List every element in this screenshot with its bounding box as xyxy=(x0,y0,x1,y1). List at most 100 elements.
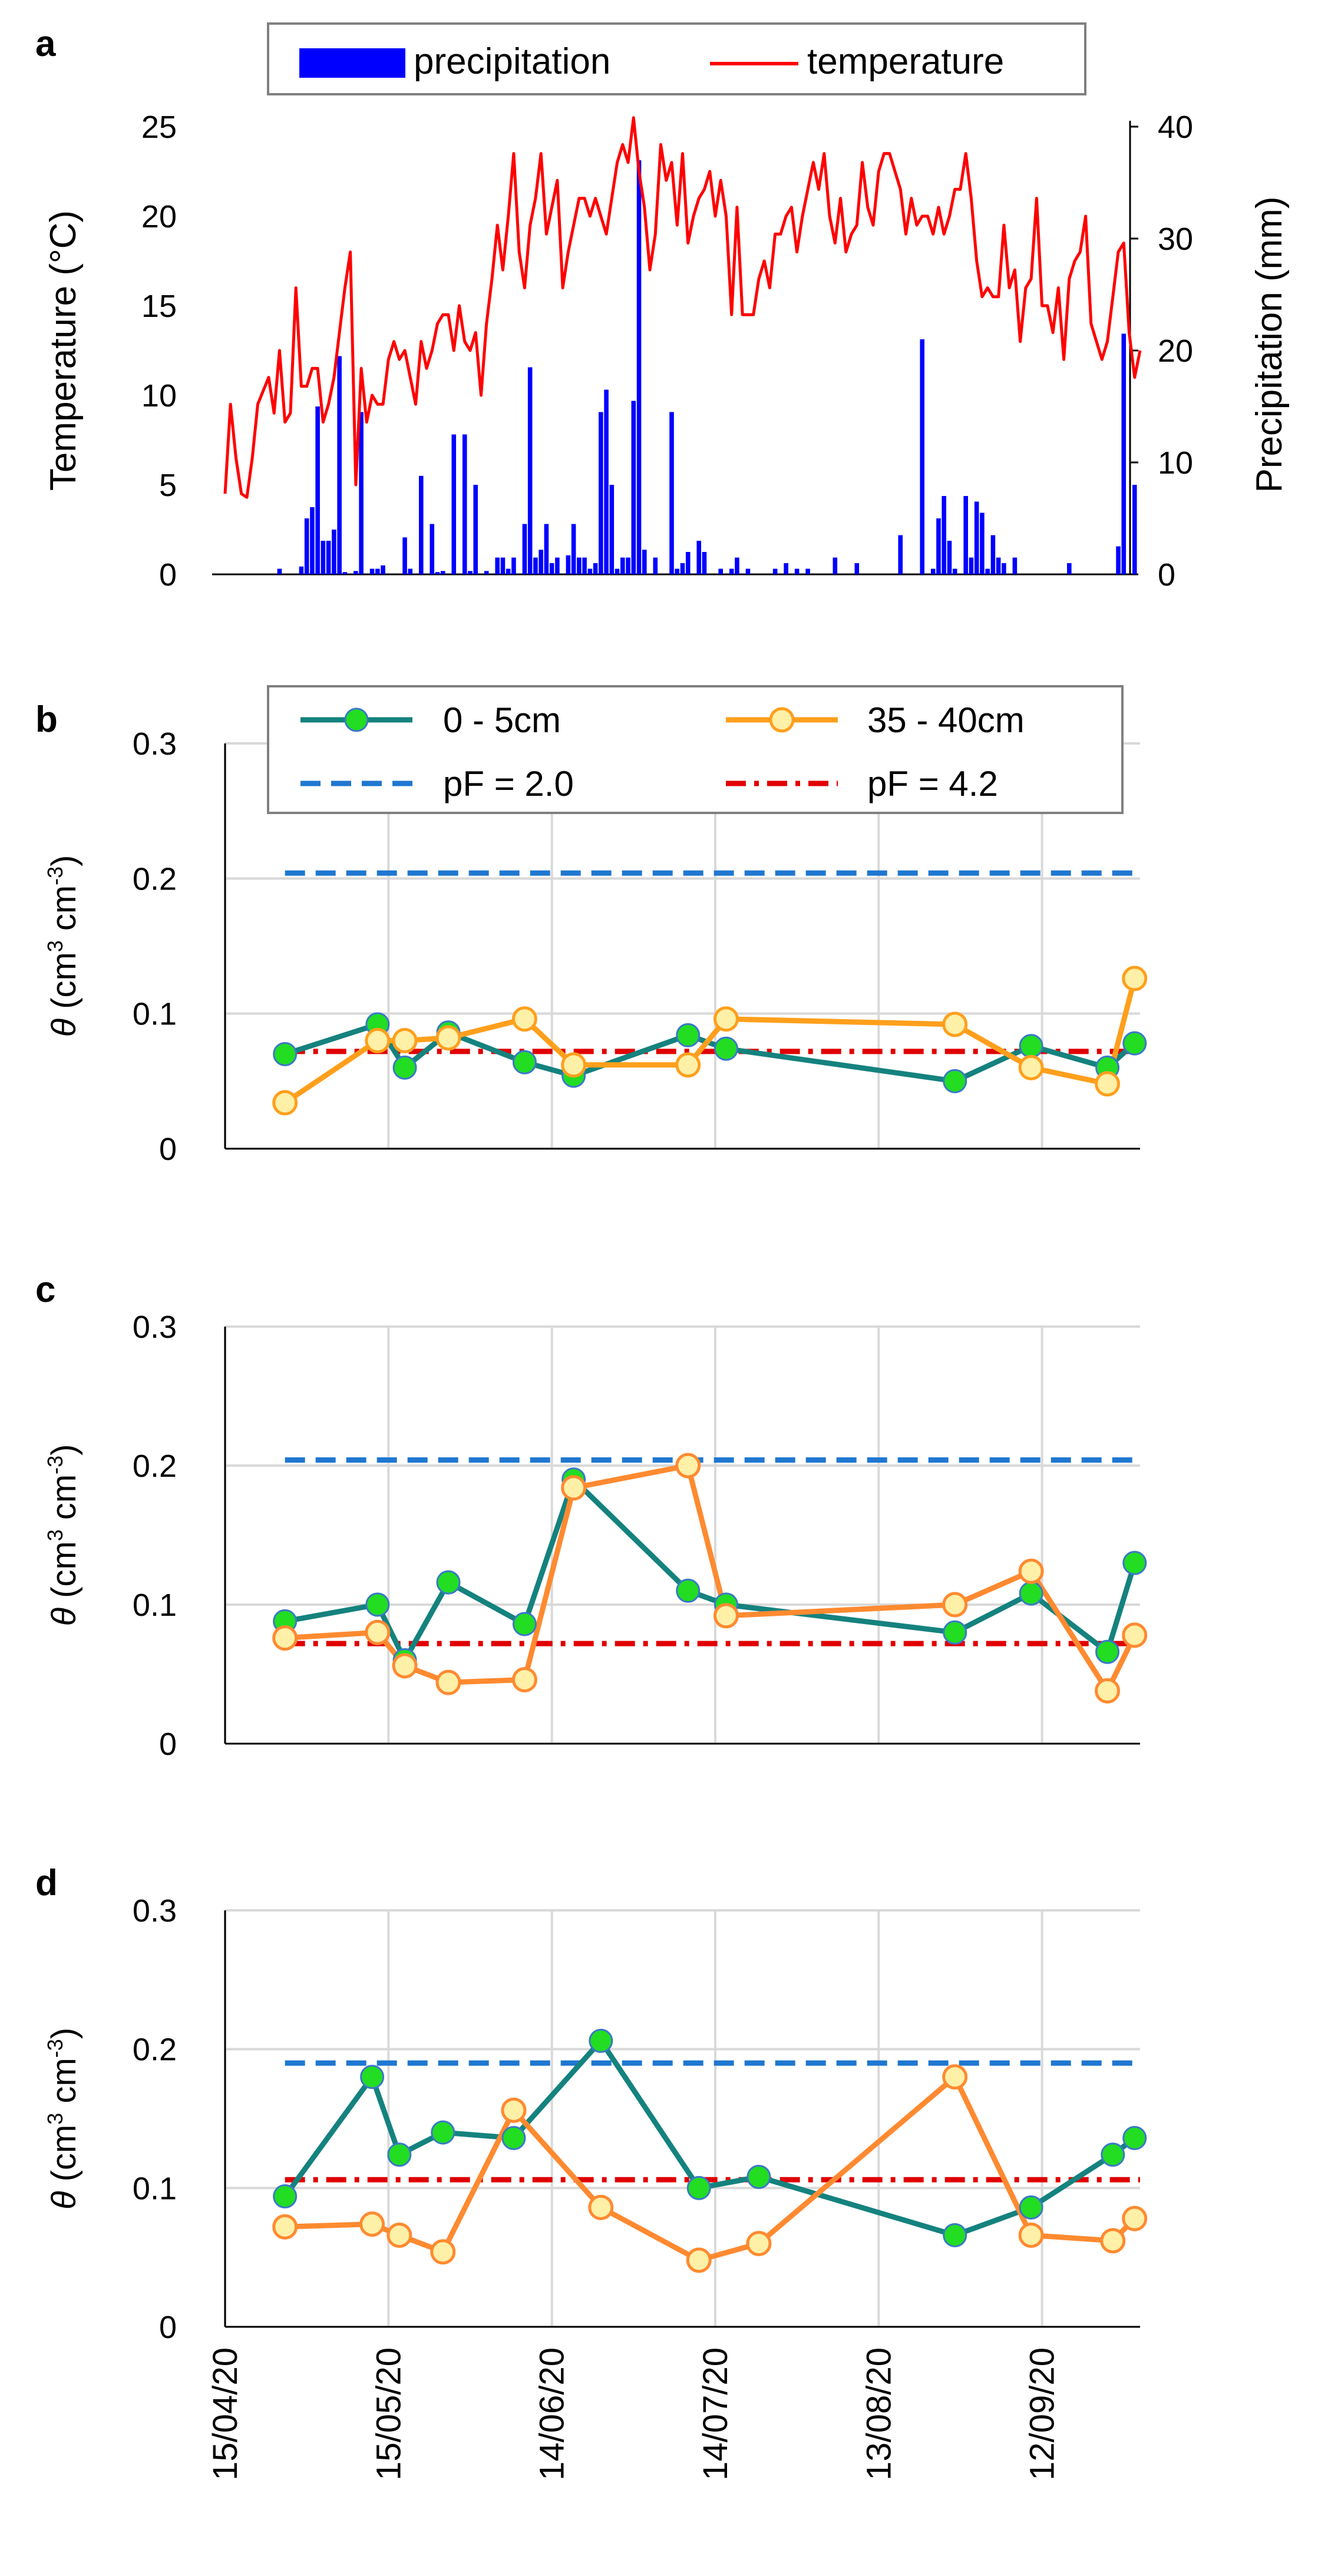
ylabel-sup: 3 xyxy=(43,2113,67,2125)
y-tick-left-0: 0 xyxy=(159,557,177,593)
marker-0-5cm xyxy=(431,2120,455,2145)
marker-35-40cm xyxy=(1018,1054,1044,1080)
precip-bar xyxy=(326,541,331,574)
y-tick-right-20: 20 xyxy=(1158,333,1193,369)
ylabel-part: (cm xyxy=(45,2125,83,2191)
precip-bar xyxy=(430,524,435,574)
x-axis-date-labels: 15/04/20 15/05/20 14/06/20 14/07/20 13/08/20… xyxy=(206,2347,1062,2481)
marker-0-5cm xyxy=(273,2184,298,2208)
marker-35-40cm xyxy=(942,1592,968,1618)
x-tick-label: 15/05/20 xyxy=(369,2347,408,2481)
precip-bar xyxy=(996,557,1001,574)
marker-0-5cm xyxy=(746,2164,771,2189)
precip-bar xyxy=(609,485,615,574)
y-tick-right-40: 40 xyxy=(1158,110,1193,145)
precip-bar xyxy=(593,563,598,574)
marker-35-40cm xyxy=(942,2064,968,2090)
marker-0-5cm xyxy=(943,1069,967,1093)
y-tick-left-5: 5 xyxy=(159,468,177,503)
marker-35-40cm xyxy=(746,2231,772,2257)
precip-bar xyxy=(369,568,375,574)
y-tick-b: 0.1 xyxy=(133,997,177,1032)
precip-bar xyxy=(304,518,309,574)
precip-bar xyxy=(784,563,788,574)
marker-35-40cm xyxy=(1122,965,1148,991)
precip-bar xyxy=(642,550,647,574)
precip-bar xyxy=(321,541,326,574)
marker-35-40cm xyxy=(272,2214,298,2240)
legend-box-a xyxy=(267,22,1086,95)
precip-bar xyxy=(544,524,549,574)
marker-0-5cm xyxy=(1122,1031,1147,1056)
precip-bar xyxy=(685,552,691,574)
x-tick-label: 14/07/20 xyxy=(696,2347,735,2481)
legend-label-pF2.0: pF = 2.0 xyxy=(443,764,574,803)
marker-35-40cm xyxy=(686,2247,712,2273)
ylabel-sup: -3 xyxy=(43,867,67,885)
precip-bar xyxy=(354,571,358,574)
precip-bar xyxy=(495,557,500,574)
y-tick-c: 0.2 xyxy=(133,1449,177,1484)
panel-b: b 0 0.1 0.2 0.3 θ (cm3 cm-3) 0 - 5cm 35 - 40cm p… xyxy=(35,685,1148,1167)
ylabel-part: ) xyxy=(45,855,83,866)
precip-bar xyxy=(539,550,543,574)
precip-bar xyxy=(615,568,620,574)
ylabel-sup: -3 xyxy=(43,1456,67,1474)
marker-35-40cm xyxy=(942,1011,968,1037)
ylabel-theta: θ xyxy=(45,1019,83,1037)
precip-bar xyxy=(277,568,282,574)
marker-0-5cm xyxy=(1101,2142,1125,2167)
precip-bar xyxy=(952,568,957,574)
panel-label-a: a xyxy=(35,24,56,64)
ylabel-theta: θ xyxy=(45,2191,83,2210)
y-tick-d: 0 xyxy=(159,2310,177,2345)
marker-35-40cm xyxy=(435,1669,461,1695)
marker-35-40cm xyxy=(1095,1678,1121,1704)
temperature-line xyxy=(223,116,1142,499)
ylabel-part: cm xyxy=(45,885,83,940)
precip-bar xyxy=(1132,485,1137,574)
marker-35-40cm xyxy=(713,1006,739,1032)
y-tick-c: 0 xyxy=(159,1727,177,1762)
precip-bar xyxy=(402,537,407,574)
precip-bar xyxy=(942,496,947,574)
precip-bar xyxy=(854,563,860,574)
marker-35-40cm xyxy=(272,1090,298,1116)
precip-bar xyxy=(473,485,478,574)
precip-bar xyxy=(599,412,603,574)
precip-bar xyxy=(980,512,985,574)
y-tick-b: 0 xyxy=(159,1132,177,1167)
marker-0-5cm xyxy=(1095,1639,1120,1664)
marker-35-40cm xyxy=(511,1006,537,1032)
x-tick-label: 13/08/20 xyxy=(860,2347,898,2481)
precip-bar xyxy=(566,555,571,574)
x-tick-label: 12/09/20 xyxy=(1023,2347,1062,2481)
precip-bar xyxy=(506,568,511,574)
legend-marker-35-40cm xyxy=(769,707,795,733)
marker-0-5cm xyxy=(1122,1550,1147,1575)
panel-label-c: c xyxy=(35,1269,55,1310)
marker-0-5cm xyxy=(365,1592,390,1617)
y-tick-b: 0.2 xyxy=(133,861,177,897)
marker-0-5cm xyxy=(589,2029,613,2053)
series-line-0-5cm xyxy=(283,2038,1137,2238)
legend-swatch-precipitation xyxy=(299,48,405,78)
marker-0-5cm xyxy=(1122,2125,1147,2150)
precip-bar xyxy=(631,401,636,574)
x-tick-label: 14/06/20 xyxy=(533,2347,572,2481)
marker-35-40cm xyxy=(561,1475,587,1501)
precip-bar xyxy=(315,406,320,574)
precip-bar xyxy=(342,572,348,574)
precip-bar xyxy=(702,552,707,574)
y-tick-left-20: 20 xyxy=(141,199,177,234)
legend-label-pF4.2: pF = 4.2 xyxy=(867,764,998,803)
legend-label-precipitation: precipitation xyxy=(414,41,610,82)
precip-bar xyxy=(947,541,952,574)
y-tick-d: 0.2 xyxy=(133,2032,177,2068)
marker-35-40cm xyxy=(501,2097,527,2123)
precip-bar xyxy=(772,568,778,574)
precip-bar xyxy=(985,568,990,574)
precip-bar xyxy=(794,568,800,574)
marker-0-5cm xyxy=(501,2125,526,2150)
